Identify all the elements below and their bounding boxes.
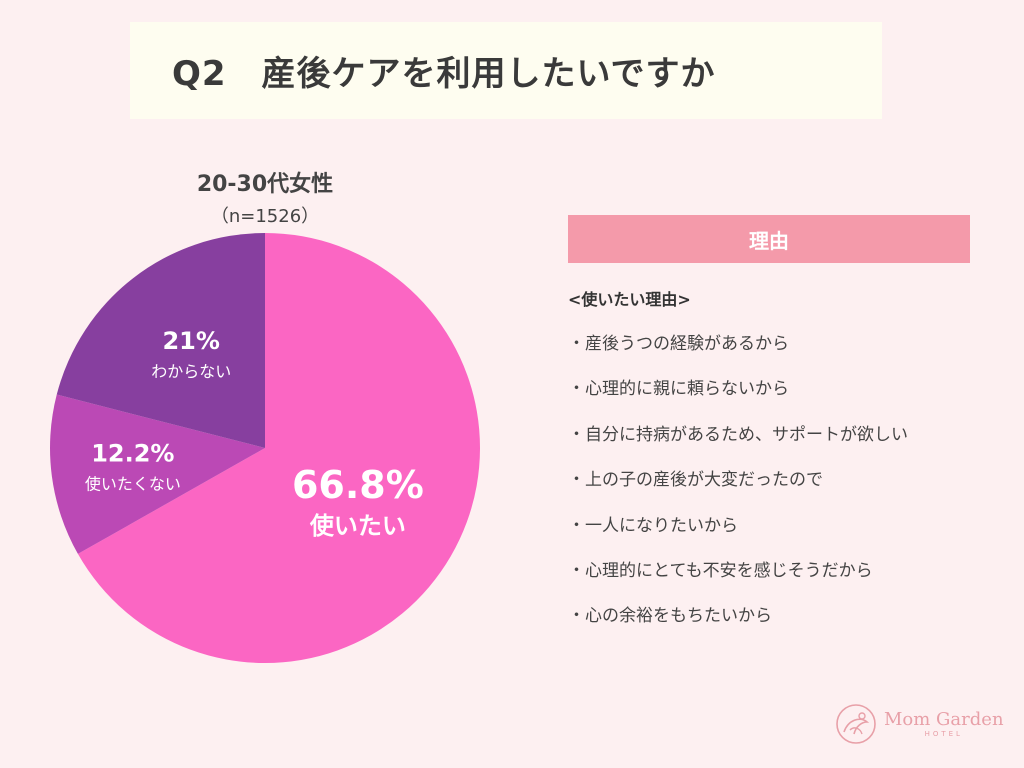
- reason-item: ・心の余裕をもちたいから: [568, 606, 772, 627]
- logo-sub: HOTEL: [924, 730, 963, 738]
- reason-item: ・心理的にとても不安を感じそうだから: [568, 560, 873, 581]
- pie-label-category: 使いたくない: [85, 475, 181, 494]
- reason-item: ・心理的に親に頼らないから: [568, 379, 789, 400]
- pie-slice-3: [56, 233, 265, 448]
- page-title: Q2 産後ケアを利用したいですか: [172, 54, 716, 94]
- reason-item: ・上の子の産後が大変だったので: [568, 470, 823, 491]
- pie-label-value: 66.8%: [292, 463, 424, 507]
- pie-label-value: 12.2%: [91, 440, 174, 468]
- reason-subheading: <使いたい理由>: [568, 290, 691, 309]
- pie-label-category: わからない: [151, 362, 231, 381]
- chart-subtitle-sample: （n=1526）: [210, 206, 320, 227]
- logo-name: Mom Garden: [884, 709, 1004, 730]
- pie-label-category: 使いたい: [309, 512, 406, 540]
- reason-item: ・一人になりたいから: [568, 515, 738, 536]
- title-box: Q2 産後ケアを利用したいですか: [130, 22, 882, 119]
- logo-emblem-icon: [836, 704, 876, 744]
- reason-list: <使いたい理由> ・産後うつの経験があるから ・心理的に親に頼らないから ・自分…: [568, 282, 988, 640]
- pie-slice-1: [77, 233, 480, 663]
- pie-label-value: 21%: [162, 327, 219, 355]
- reason-item: ・産後うつの経験があるから: [568, 334, 789, 354]
- pie-chart: 66.8% 使いたい 12.2% 使いたくない 21% わからない: [49, 233, 480, 663]
- mom-garden-logo: Mom Garden HOTEL: [834, 700, 1004, 748]
- reason-item: ・自分に持病があるため、サポートが欲しい: [568, 424, 908, 445]
- reason-header: 理由: [568, 215, 970, 263]
- pie-slice-2: [49, 394, 266, 554]
- chart-subtitle-group: 20-30代女性: [196, 172, 334, 197]
